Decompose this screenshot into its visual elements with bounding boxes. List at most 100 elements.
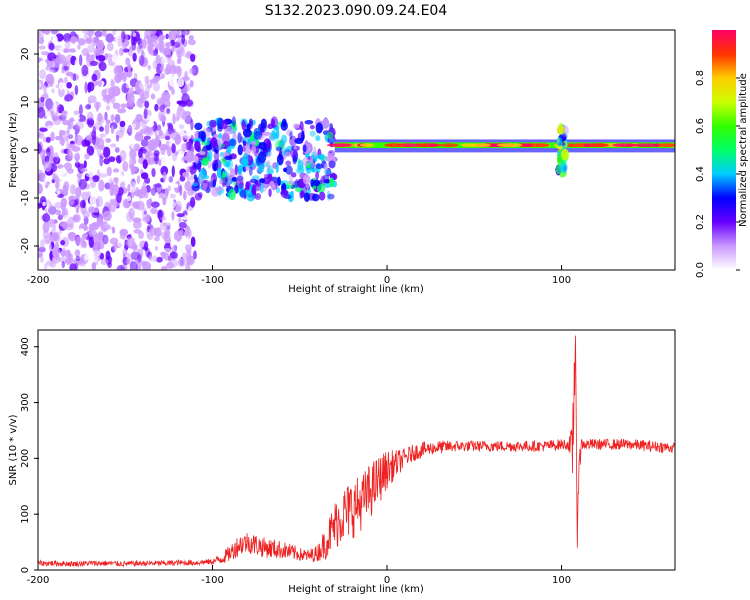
spectrogram-cell — [258, 123, 267, 133]
spectrogram-cell — [218, 132, 223, 139]
spectrogram-cell — [112, 242, 118, 251]
spectrogram-cell — [99, 155, 104, 167]
spectrogram-cell — [86, 51, 90, 59]
spectrogram-cell — [173, 183, 179, 189]
spectrogram-cell — [169, 64, 177, 75]
spectrogram-cell — [70, 35, 78, 44]
colorbar: 0.0 0.2 0.4 0.6 0.8 Normalized spectral ampl… — [695, 30, 749, 278]
spectrogram-cell — [309, 130, 316, 137]
spectrogram-cell — [126, 257, 131, 265]
spectrogram-cell — [174, 200, 183, 213]
spectrogram-cell — [309, 156, 314, 164]
spectrogram-cell — [174, 134, 182, 145]
spectrogram-cell — [74, 262, 79, 270]
spectrogram-cell — [161, 54, 169, 65]
spectrogram-cell — [556, 137, 563, 147]
spectrogram-cell — [46, 125, 54, 133]
spectrogram-cell — [181, 156, 191, 161]
spectrogram-cell — [56, 189, 61, 196]
spectrogram-cell — [151, 201, 160, 208]
spectrogram-cell — [57, 214, 63, 221]
spectrogram-cell — [155, 45, 165, 51]
spectrogram-cell — [154, 192, 159, 201]
spectrogram-cell — [105, 119, 111, 125]
spectrogram-cell — [86, 117, 91, 126]
spectrogram-cell — [304, 183, 311, 191]
spectrogram-cell — [316, 154, 326, 160]
spectrogram-cell — [66, 168, 74, 174]
spectrogram-cell — [305, 153, 310, 158]
spectrogram-cell — [152, 75, 162, 82]
spectrogram-cell — [183, 64, 189, 72]
spectrogram-cell — [53, 101, 57, 114]
spectrogram-cell — [97, 80, 102, 88]
spectrogram-cell — [128, 207, 135, 220]
spectrogram-cell — [168, 176, 174, 183]
spectrogram-marks — [38, 30, 675, 270]
spectrogram-cell — [91, 73, 98, 82]
spectrogram-cell — [111, 55, 120, 63]
spectrogram-cell — [299, 121, 304, 131]
spectrogram-cell — [78, 88, 86, 97]
spectrogram-cell — [78, 178, 87, 190]
spectrogram-cell — [52, 246, 59, 258]
spectrogram-cell — [99, 126, 104, 132]
spectrogram-cell — [289, 131, 293, 140]
spectrogram-cell — [240, 136, 244, 143]
spectrogram-cell — [151, 167, 156, 178]
spectrogram-cell — [162, 222, 172, 227]
spectrogram-cell — [75, 255, 81, 262]
spectrogram-cell — [246, 192, 255, 202]
spectrogram-cell — [254, 193, 262, 200]
spectrogram-cell — [194, 155, 199, 164]
spectrogram-cell — [329, 177, 335, 188]
spectrogram-cell — [49, 76, 55, 87]
spectrogram-cell — [85, 135, 92, 141]
x-tick-label: -200 — [27, 275, 50, 286]
spectrogram-cell — [276, 153, 284, 166]
spectrogram-cell — [187, 205, 196, 216]
spectrogram-cell — [119, 228, 129, 236]
spectrogram-cell — [181, 76, 190, 82]
spectrogram-cell — [315, 171, 320, 180]
spectrogram-cell — [49, 243, 53, 252]
spectrogram-band-peak — [419, 143, 431, 147]
spectrogram-cell — [171, 143, 176, 154]
spectrogram-cell — [300, 190, 305, 198]
spectrogram-cell — [251, 175, 260, 180]
spectrogram-cell — [45, 97, 54, 110]
spectrogram-cell — [132, 220, 142, 229]
spectrogram-band-peak — [473, 143, 491, 147]
spectrogram-cell — [84, 81, 88, 94]
spectrogram-cell — [148, 254, 153, 262]
spectrogram-cell — [69, 144, 76, 149]
spectrogram-cell — [45, 148, 51, 153]
spectrogram-cell — [201, 157, 209, 166]
spectrogram-cell — [119, 149, 127, 162]
spectrogram-cell — [116, 264, 126, 270]
spectrogram-cell — [285, 165, 293, 175]
spectrogram-cell — [238, 181, 244, 190]
spectrogram-cell — [181, 30, 189, 36]
spectrogram-cell — [38, 132, 41, 138]
spectrogram-cell — [132, 52, 137, 62]
spectrogram-cell — [58, 82, 65, 90]
spectrogram-cell — [302, 144, 307, 153]
spectrogram-cell — [209, 119, 217, 128]
spectrogram-cell — [238, 164, 243, 176]
spectrogram-cell — [74, 249, 81, 257]
spectrogram-cell — [93, 250, 102, 257]
spectrogram-cell — [183, 190, 187, 201]
spectrogram-cell — [156, 99, 165, 111]
spectrogram-cell — [163, 247, 172, 253]
spectrogram-cell — [144, 68, 153, 75]
spectrogram-cell — [54, 202, 63, 209]
spectrogram-cell — [38, 45, 46, 50]
spectrogram-cell — [64, 257, 72, 265]
spectrogram-cell — [196, 145, 201, 153]
spectrogram-cell — [136, 45, 141, 55]
spectrogram-cell — [104, 111, 108, 121]
spectrogram-cell — [176, 109, 180, 121]
spectrogram-cell — [75, 235, 81, 247]
